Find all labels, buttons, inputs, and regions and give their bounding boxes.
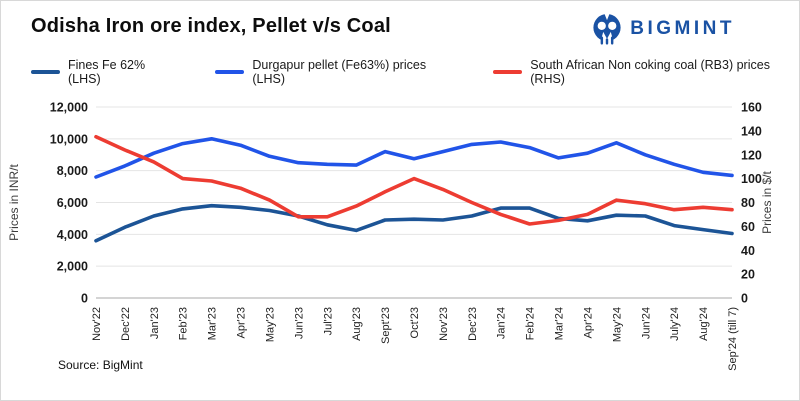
y-right-axis-title: Prices in $/t	[760, 170, 774, 233]
x-tick-label: Apr'23	[236, 307, 248, 338]
y-left-tick-label: 10,000	[50, 132, 88, 146]
y-right-tick-label: 60	[741, 220, 755, 234]
legend-swatch	[31, 69, 60, 75]
x-tick-label: Mar'24	[554, 307, 566, 340]
legend-label: Fines Fe 62% (LHS)	[67, 58, 146, 86]
series-line-0	[94, 203, 734, 243]
y-left-tick-label: 4,000	[57, 228, 88, 242]
x-tick-label: Dec'22	[120, 307, 132, 341]
y-left-axis-title: Prices in INR/t	[7, 163, 21, 240]
x-tick-label: Sept'23	[380, 307, 392, 344]
legend-swatch	[215, 69, 245, 75]
chart-svg: 0 2,000 4,000 6,000 8,000 10,000 12,000 0 20 40 60…	[7, 101, 774, 371]
legend-label: Durgapur pellet (Fe63%) prices (LHS)	[252, 58, 427, 86]
y-right-tick-label: 120	[741, 148, 762, 162]
page-title: Odisha Iron ore index, Pellet v/s Coal	[31, 15, 391, 37]
x-tick-label: July'24	[669, 307, 681, 341]
y-right-tick-label: 80	[741, 196, 755, 210]
chart-area: 0 2,000 4,000 6,000 8,000 10,000 12,000 0 20 40 60…	[1, 86, 799, 400]
brand-name: BIGMINT	[630, 18, 735, 39]
y-right-tick-label: 20	[741, 268, 755, 282]
legend-item-2: South African Non coking coal (RB3) pric…	[493, 58, 799, 86]
x-tick-label: Jan'23	[149, 307, 161, 339]
x-tick-label: Feb'23	[178, 307, 190, 340]
x-tick-label: Nov'22	[91, 307, 103, 341]
y-right-tick-label: 160	[741, 101, 762, 115]
y-left-tick-label: 2,000	[57, 260, 88, 274]
y-left-tick-label: 12,000	[50, 101, 88, 115]
y-left-tick-label: 6,000	[57, 196, 88, 210]
legend-item-1: Durgapur pellet (Fe63%) prices (LHS)	[215, 58, 455, 86]
x-tick-label: Mar'23	[207, 307, 219, 340]
x-tick-label: May'24	[611, 307, 623, 342]
x-tick-label: Apr'24	[582, 307, 594, 338]
series-line-1	[94, 136, 734, 179]
chart-legend: Fines Fe 62% (LHS) Durgapur pellet (Fe63%…	[31, 58, 799, 86]
x-tick-label: Sep'24 (till 7)	[727, 307, 739, 371]
x-tick-label: Feb'24	[525, 307, 537, 340]
brand-logo: BIGMINT	[592, 13, 735, 45]
y-right-tick-label: 140	[741, 124, 762, 138]
legend-item-0: Fines Fe 62% (LHS)	[31, 58, 177, 86]
x-tick-label: Aug'24	[698, 307, 710, 341]
y-right-tick-label: 100	[741, 172, 762, 186]
x-tick-label: Oct'23	[409, 307, 421, 338]
bigmint-logo-icon	[592, 13, 622, 45]
source-note: Source: BigMint	[58, 358, 143, 372]
y-left-tick-label: 8,000	[57, 164, 88, 178]
x-tick-label: Nov'23	[438, 307, 450, 341]
x-tick-label: May'23	[264, 307, 276, 342]
x-tick-label: Dec'23	[467, 307, 479, 341]
legend-label: South African Non coking coal (RB3) pric…	[530, 58, 770, 86]
legend-swatch	[493, 69, 523, 75]
y-left-tick-label: 0	[81, 292, 88, 306]
y-right-tick-label: 0	[741, 292, 748, 306]
x-tick-label: Jun'23	[293, 307, 305, 339]
x-tick-label: Jul'23	[322, 307, 334, 335]
x-tick-label: Jan'24	[496, 307, 508, 339]
x-tick-label: Aug'23	[351, 307, 363, 341]
x-tick-label: Jun'24	[640, 307, 652, 339]
series-line-2	[94, 134, 734, 226]
y-right-tick-label: 40	[741, 244, 755, 258]
